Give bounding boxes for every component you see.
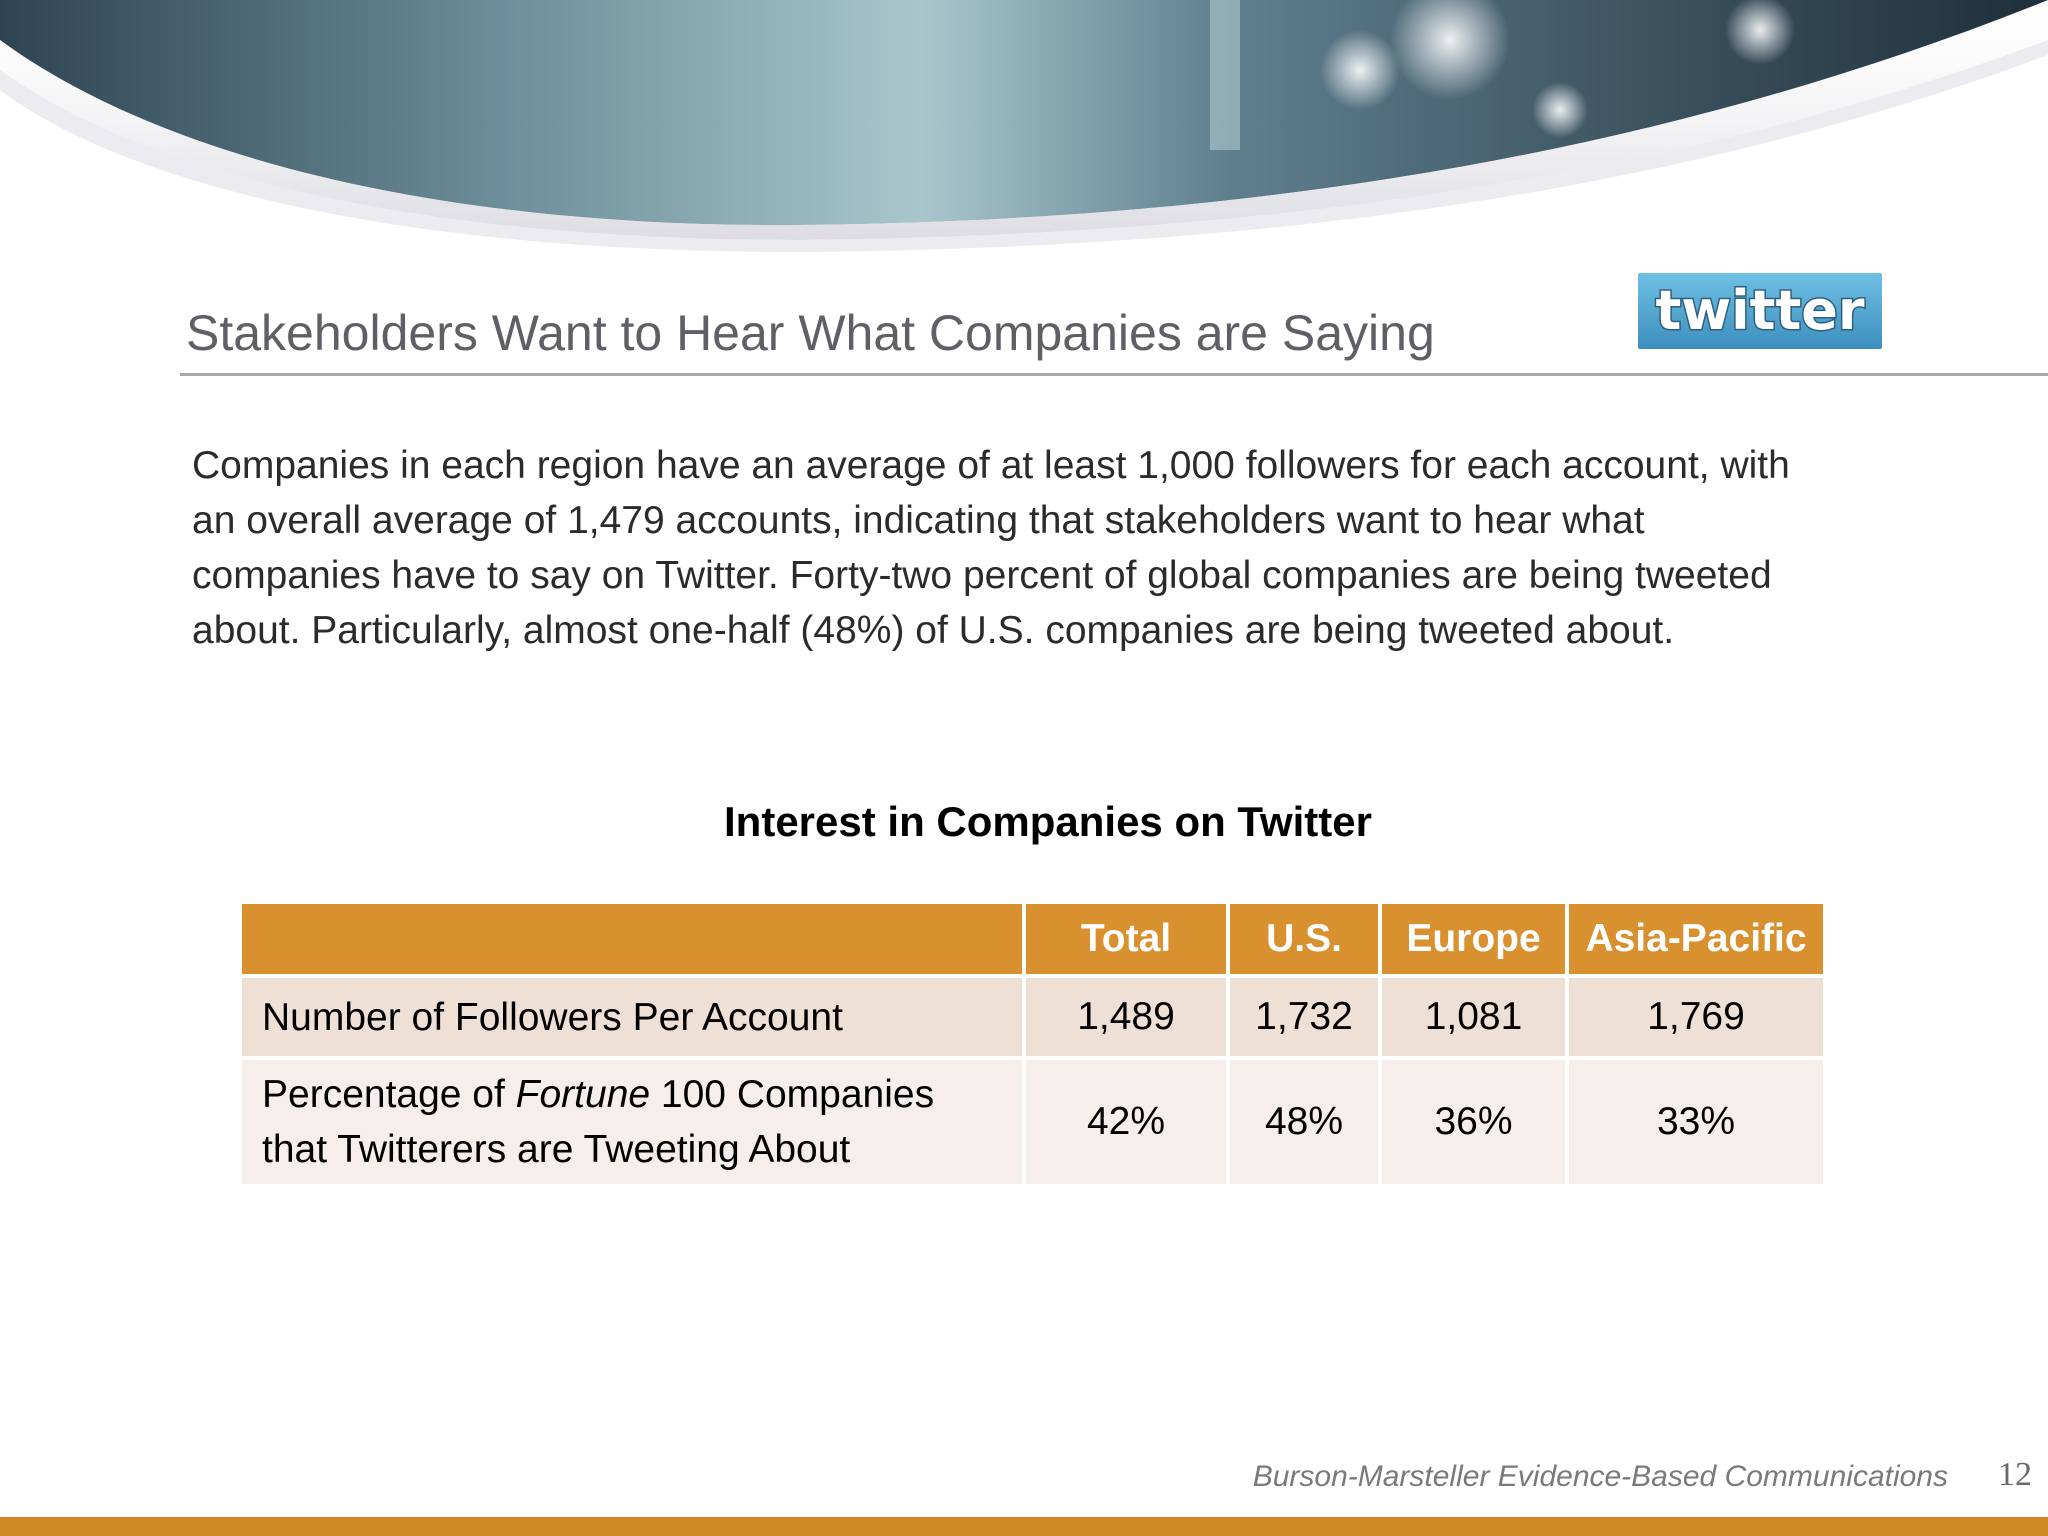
cell-asia-pacific: 33% xyxy=(1569,1060,1823,1184)
title-divider xyxy=(180,373,2048,376)
body-line: companies have to say on Twitter. Forty-… xyxy=(192,554,1772,597)
row-label: Number of Followers Per Account xyxy=(242,978,1022,1056)
cell-europe: 1,081 xyxy=(1382,978,1565,1056)
table-header-row: Total U.S. Europe Asia-Pacific xyxy=(242,904,1823,974)
header-cell-empty xyxy=(242,904,1022,974)
cell-us: 48% xyxy=(1230,1060,1378,1184)
row-label-italic: Fortune xyxy=(515,1073,651,1116)
body-line: an overall average of 1,479 accounts, in… xyxy=(192,499,1645,542)
body-line: about. Particularly, almost one-half (48… xyxy=(192,609,1675,652)
row-label-line2: that Twitterers are Tweeting About xyxy=(262,1128,851,1171)
table-row: Number of Followers Per Account 1,489 1,… xyxy=(242,978,1823,1056)
row-label-pre: Percentage of xyxy=(262,1073,516,1116)
header-cell-europe: Europe xyxy=(1382,904,1565,974)
footer-credit: Burson-Marsteller Evidence-Based Communi… xyxy=(1252,1460,1948,1493)
slide-title: Stakeholders Want to Hear What Companies… xyxy=(186,305,1435,361)
cell-total: 42% xyxy=(1026,1060,1226,1184)
table-title: Interest in Companies on Twitter xyxy=(724,798,1372,845)
cell-asia-pacific: 1,769 xyxy=(1569,978,1823,1056)
table-row: Percentage of Fortune 100 Companies that… xyxy=(242,1060,1823,1184)
twitter-logo-text: twitter xyxy=(1655,279,1864,342)
header-cell-asia-pacific: Asia-Pacific xyxy=(1569,904,1823,974)
row-label-post: 100 Companies xyxy=(650,1073,935,1116)
body-line: Companies in each region have an average… xyxy=(192,444,1790,487)
interest-table: Total U.S. Europe Asia-Pacific Number of… xyxy=(238,900,1827,1188)
cell-us: 1,732 xyxy=(1230,978,1378,1056)
row-label-line1: Percentage of Fortune 100 Companies xyxy=(262,1067,1022,1122)
header-cell-total: Total xyxy=(1026,904,1226,974)
cell-europe: 36% xyxy=(1382,1060,1565,1184)
cell-total: 1,489 xyxy=(1026,978,1226,1056)
twitter-logo: twitter xyxy=(1638,273,1882,349)
header-banner-image xyxy=(0,0,2048,252)
page-number: 12 xyxy=(1998,1456,2032,1493)
bottom-accent-bar xyxy=(0,1517,2048,1536)
body-paragraph: Companies in each region have an average… xyxy=(192,438,1932,658)
row-label: Percentage of Fortune 100 Companies that… xyxy=(242,1060,1022,1184)
header-cell-us: U.S. xyxy=(1230,904,1378,974)
